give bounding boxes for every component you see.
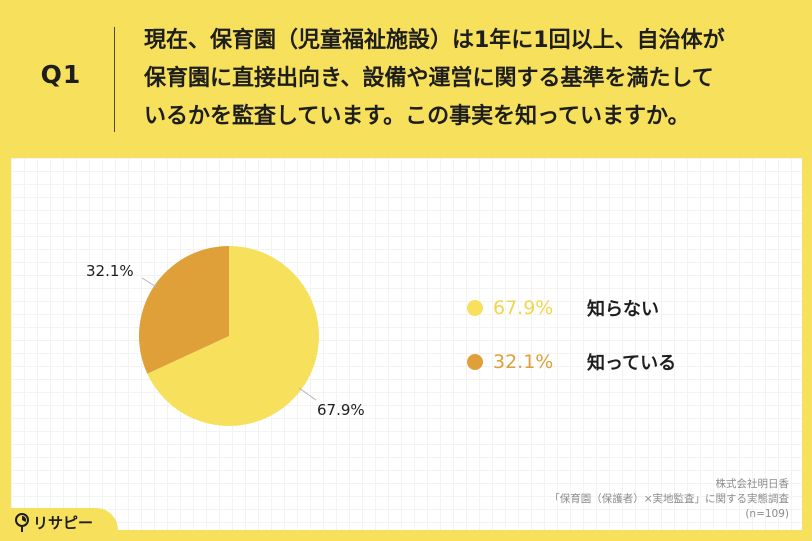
- source-note: 株式会社明日香 「保育園（保護者）×実地監査」に関する実態調査 (n=109): [549, 477, 789, 522]
- pie-svg: [138, 246, 319, 426]
- question-line-1: 現在、保育園（児童福祉施設）は1年に1回以上、自治体が: [144, 28, 725, 53]
- magnifier-pin-icon: [15, 512, 29, 532]
- legend-item-aware: 32.1% 知っている: [467, 348, 676, 376]
- legend-label: 知らない: [587, 299, 659, 320]
- logo-text: リサピー: [33, 514, 94, 532]
- legend-item-not-aware: 67.9% 知らない: [467, 294, 676, 322]
- question-line-2: 保育園に直接出向き、設備や運営に関する基準を満たして: [144, 66, 714, 91]
- legend-dot-icon: [467, 300, 483, 316]
- question-number: Q1: [40, 60, 82, 89]
- question-line-3: いるかを監査しています。この事実を知っていますか。: [144, 104, 690, 129]
- legend-percent: 32.1%: [493, 351, 554, 373]
- pie-label-aware: 32.1%: [86, 262, 134, 280]
- leader-line-orange: [141, 277, 159, 289]
- legend-label: 知っている: [587, 353, 677, 374]
- source-survey: 「保育園（保護者）×実地監査」に関する実態調査: [549, 493, 789, 505]
- legend-percent: 67.9%: [493, 297, 554, 319]
- source-company: 株式会社明日香: [715, 478, 790, 490]
- question-text: 現在、保育園（児童福祉施設）は1年に1回以上、自治体が 保育園に直接出向き、設備…: [144, 22, 794, 136]
- chart-panel: 32.1% 67.9% 67.9% 知らない 32.1% 知っている 株式会社明…: [11, 158, 802, 530]
- brand-logo: リサピー: [14, 512, 93, 533]
- pie-slice-aware: [138, 246, 229, 374]
- pie-label-not-aware: 67.9%: [317, 401, 365, 419]
- legend-dot-icon: [467, 354, 483, 370]
- header-divider: [114, 27, 115, 132]
- chart-legend: 67.9% 知らない 32.1% 知っている: [467, 294, 676, 402]
- leader-line-yellow: [298, 387, 317, 401]
- pie-chart: 32.1% 67.9%: [11, 158, 802, 530]
- question-header: Q1 現在、保育園（児童福祉施設）は1年に1回以上、自治体が 保育園に直接出向き…: [0, 0, 812, 158]
- pie-slice-not-aware: [147, 246, 319, 426]
- source-sample-size: (n=109): [745, 508, 789, 520]
